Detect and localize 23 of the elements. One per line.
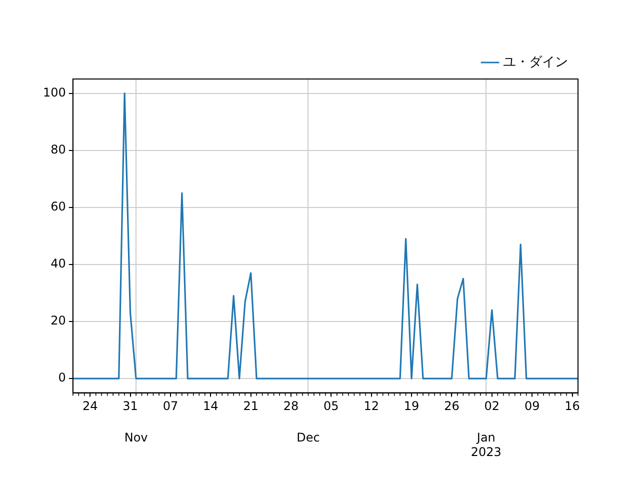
- x-tick-label: 28: [283, 399, 299, 414]
- x-tick-label: 21: [243, 399, 258, 414]
- x-tick-label: 02: [484, 399, 500, 414]
- x2-tick-label: Jan 2023: [470, 430, 502, 459]
- x-tick-label: 12: [364, 399, 380, 414]
- legend-label: ユ・ダイン: [503, 54, 568, 70]
- y-tick-label: 60: [50, 200, 66, 214]
- y-tick-label: 40: [50, 256, 66, 271]
- y-tick-label: 20: [50, 314, 66, 328]
- y-tick-label: 80: [50, 142, 66, 156]
- y-tick-label: 100: [43, 85, 66, 100]
- x-tick-label: 05: [324, 399, 339, 414]
- x2-tick-label: Nov: [124, 430, 148, 445]
- x-tick-label: 19: [404, 399, 420, 414]
- x-tick-label: 16: [564, 399, 580, 414]
- x-tick-label: 09: [524, 399, 540, 414]
- x-tick-label: 24: [82, 399, 98, 414]
- x-tick-label: 14: [203, 399, 218, 414]
- x-tick-label: 07: [162, 399, 178, 414]
- x-tick-label: 26: [444, 399, 460, 414]
- x2-tick-label: Dec: [296, 430, 320, 445]
- x-tick-label: 31: [122, 399, 138, 414]
- y-tick-label: 0: [58, 370, 66, 385]
